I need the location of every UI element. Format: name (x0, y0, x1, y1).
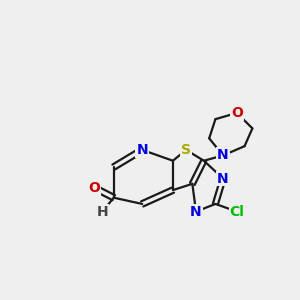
Text: N: N (217, 148, 229, 162)
Text: S: S (181, 143, 191, 157)
Text: O: O (231, 106, 243, 120)
Text: H: H (96, 205, 108, 219)
Text: N: N (217, 172, 229, 185)
Text: N: N (136, 143, 148, 157)
Text: Cl: Cl (230, 205, 244, 219)
Text: N: N (190, 205, 202, 219)
Text: O: O (88, 181, 100, 195)
